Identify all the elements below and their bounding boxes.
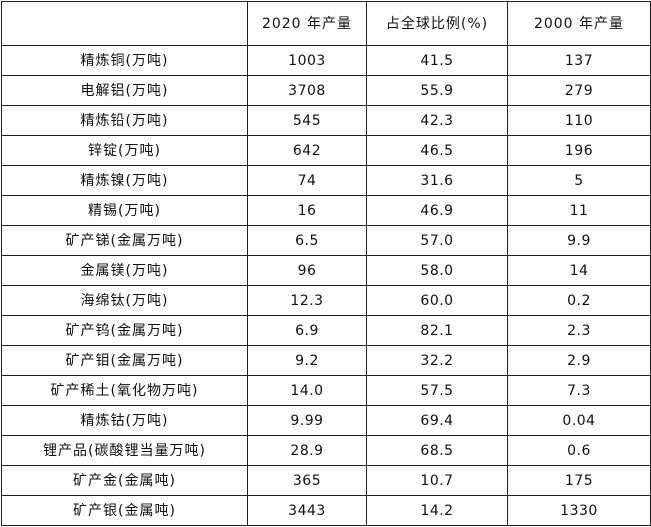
production-2020-cell: 365 <box>247 465 367 496</box>
global-share-cell: 69.4 <box>366 405 508 436</box>
production-2020-cell: 74 <box>247 165 367 196</box>
metal-name-cell: 金属镁(万吨) <box>1 255 248 286</box>
table-row: 矿产稀土(氧化物万吨) 14.0 57.5 7.3 <box>1 375 651 406</box>
header-global-share: 占全球比例(%) <box>366 1 508 46</box>
production-2020-cell: 16 <box>247 195 367 226</box>
metal-name-cell: 矿产金(金属吨) <box>1 465 248 496</box>
production-2000-cell: 0.6 <box>507 435 651 466</box>
global-share-cell: 82.1 <box>366 315 508 346</box>
production-2000-cell: 14 <box>507 255 651 286</box>
production-2000-cell: 175 <box>507 465 651 496</box>
production-2020-cell: 14.0 <box>247 375 367 406</box>
production-2020-cell: 96 <box>247 255 367 286</box>
table-body: 精炼铜(万吨) 1003 41.5 137 电解铝(万吨) 3708 55.9 279 精炼铅(… <box>1 45 651 526</box>
global-share-cell: 10.7 <box>366 465 508 496</box>
production-2020-cell: 28.9 <box>247 435 367 466</box>
production-2000-cell: 5 <box>507 165 651 196</box>
header-2020-production: 2020 年产量 <box>247 1 367 46</box>
production-2000-cell: 2.3 <box>507 315 651 346</box>
table-row: 海绵钛(万吨) 12.3 60.0 0.2 <box>1 285 651 316</box>
production-2020-cell: 9.2 <box>247 345 367 376</box>
production-2000-cell: 0.2 <box>507 285 651 316</box>
global-share-cell: 31.6 <box>366 165 508 196</box>
table-row: 精炼钴(万吨) 9.99 69.4 0.04 <box>1 405 651 436</box>
metal-name-cell: 矿产钨(金属万吨) <box>1 315 248 346</box>
header-empty-cell <box>1 1 248 46</box>
production-2020-cell: 9.99 <box>247 405 367 436</box>
metal-name-cell: 精炼钴(万吨) <box>1 405 248 436</box>
global-share-cell: 46.5 <box>366 135 508 166</box>
metal-name-cell: 电解铝(万吨) <box>1 75 248 106</box>
global-share-cell: 14.2 <box>366 495 508 526</box>
metal-name-cell: 矿产钼(金属万吨) <box>1 345 248 376</box>
production-2000-cell: 0.04 <box>507 405 651 436</box>
production-2000-cell: 137 <box>507 45 651 76</box>
production-2000-cell: 9.9 <box>507 225 651 256</box>
metal-name-cell: 锌锭(万吨) <box>1 135 248 166</box>
production-2000-cell: 7.3 <box>507 375 651 406</box>
table-row: 金属镁(万吨) 96 58.0 14 <box>1 255 651 286</box>
metal-name-cell: 矿产锑(金属万吨) <box>1 225 248 256</box>
metal-name-cell: 精炼铅(万吨) <box>1 105 248 136</box>
production-2020-cell: 545 <box>247 105 367 136</box>
global-share-cell: 42.3 <box>366 105 508 136</box>
global-share-cell: 32.2 <box>366 345 508 376</box>
table-row: 锂产品(碳酸锂当量万吨) 28.9 68.5 0.6 <box>1 435 651 466</box>
production-2020-cell: 3443 <box>247 495 367 526</box>
metal-name-cell: 海绵钛(万吨) <box>1 285 248 316</box>
global-share-cell: 55.9 <box>366 75 508 106</box>
global-share-cell: 57.5 <box>366 375 508 406</box>
table-row: 精炼铜(万吨) 1003 41.5 137 <box>1 45 651 76</box>
metal-name-cell: 矿产银(金属吨) <box>1 495 248 526</box>
production-2020-cell: 6.9 <box>247 315 367 346</box>
table-row: 矿产银(金属吨) 3443 14.2 1330 <box>1 495 651 526</box>
production-2020-cell: 12.3 <box>247 285 367 316</box>
production-2000-cell: 2.9 <box>507 345 651 376</box>
production-2000-cell: 279 <box>507 75 651 106</box>
metal-name-cell: 矿产稀土(氧化物万吨) <box>1 375 248 406</box>
table-row: 精炼镍(万吨) 74 31.6 5 <box>1 165 651 196</box>
metal-name-cell: 精炼铜(万吨) <box>1 45 248 76</box>
production-2020-cell: 642 <box>247 135 367 166</box>
table-row: 精炼铅(万吨) 545 42.3 110 <box>1 105 651 136</box>
table-row: 矿产锑(金属万吨) 6.5 57.0 9.9 <box>1 225 651 256</box>
global-share-cell: 68.5 <box>366 435 508 466</box>
production-2000-cell: 110 <box>507 105 651 136</box>
table-row: 矿产钼(金属万吨) 9.2 32.2 2.9 <box>1 345 651 376</box>
production-2020-cell: 3708 <box>247 75 367 106</box>
table-row: 锌锭(万吨) 642 46.5 196 <box>1 135 651 166</box>
production-2000-cell: 196 <box>507 135 651 166</box>
metal-name-cell: 锂产品(碳酸锂当量万吨) <box>1 435 248 466</box>
table-row: 电解铝(万吨) 3708 55.9 279 <box>1 75 651 106</box>
production-2020-cell: 1003 <box>247 45 367 76</box>
table-header: 2020 年产量 占全球比例(%) 2000 年产量 <box>1 1 651 46</box>
production-2000-cell: 11 <box>507 195 651 226</box>
global-share-cell: 58.0 <box>366 255 508 286</box>
metal-name-cell: 精锡(万吨) <box>1 195 248 226</box>
header-row: 2020 年产量 占全球比例(%) 2000 年产量 <box>1 1 651 46</box>
production-2020-cell: 6.5 <box>247 225 367 256</box>
table-row: 精锡(万吨) 16 46.9 11 <box>1 195 651 226</box>
table-row: 矿产金(金属吨) 365 10.7 175 <box>1 465 651 496</box>
production-2000-cell: 1330 <box>507 495 651 526</box>
global-share-cell: 41.5 <box>366 45 508 76</box>
global-share-cell: 46.9 <box>366 195 508 226</box>
header-2000-production: 2000 年产量 <box>507 1 651 46</box>
table-row: 矿产钨(金属万吨) 6.9 82.1 2.3 <box>1 315 651 346</box>
metal-name-cell: 精炼镍(万吨) <box>1 165 248 196</box>
global-share-cell: 57.0 <box>366 225 508 256</box>
global-share-cell: 60.0 <box>366 285 508 316</box>
